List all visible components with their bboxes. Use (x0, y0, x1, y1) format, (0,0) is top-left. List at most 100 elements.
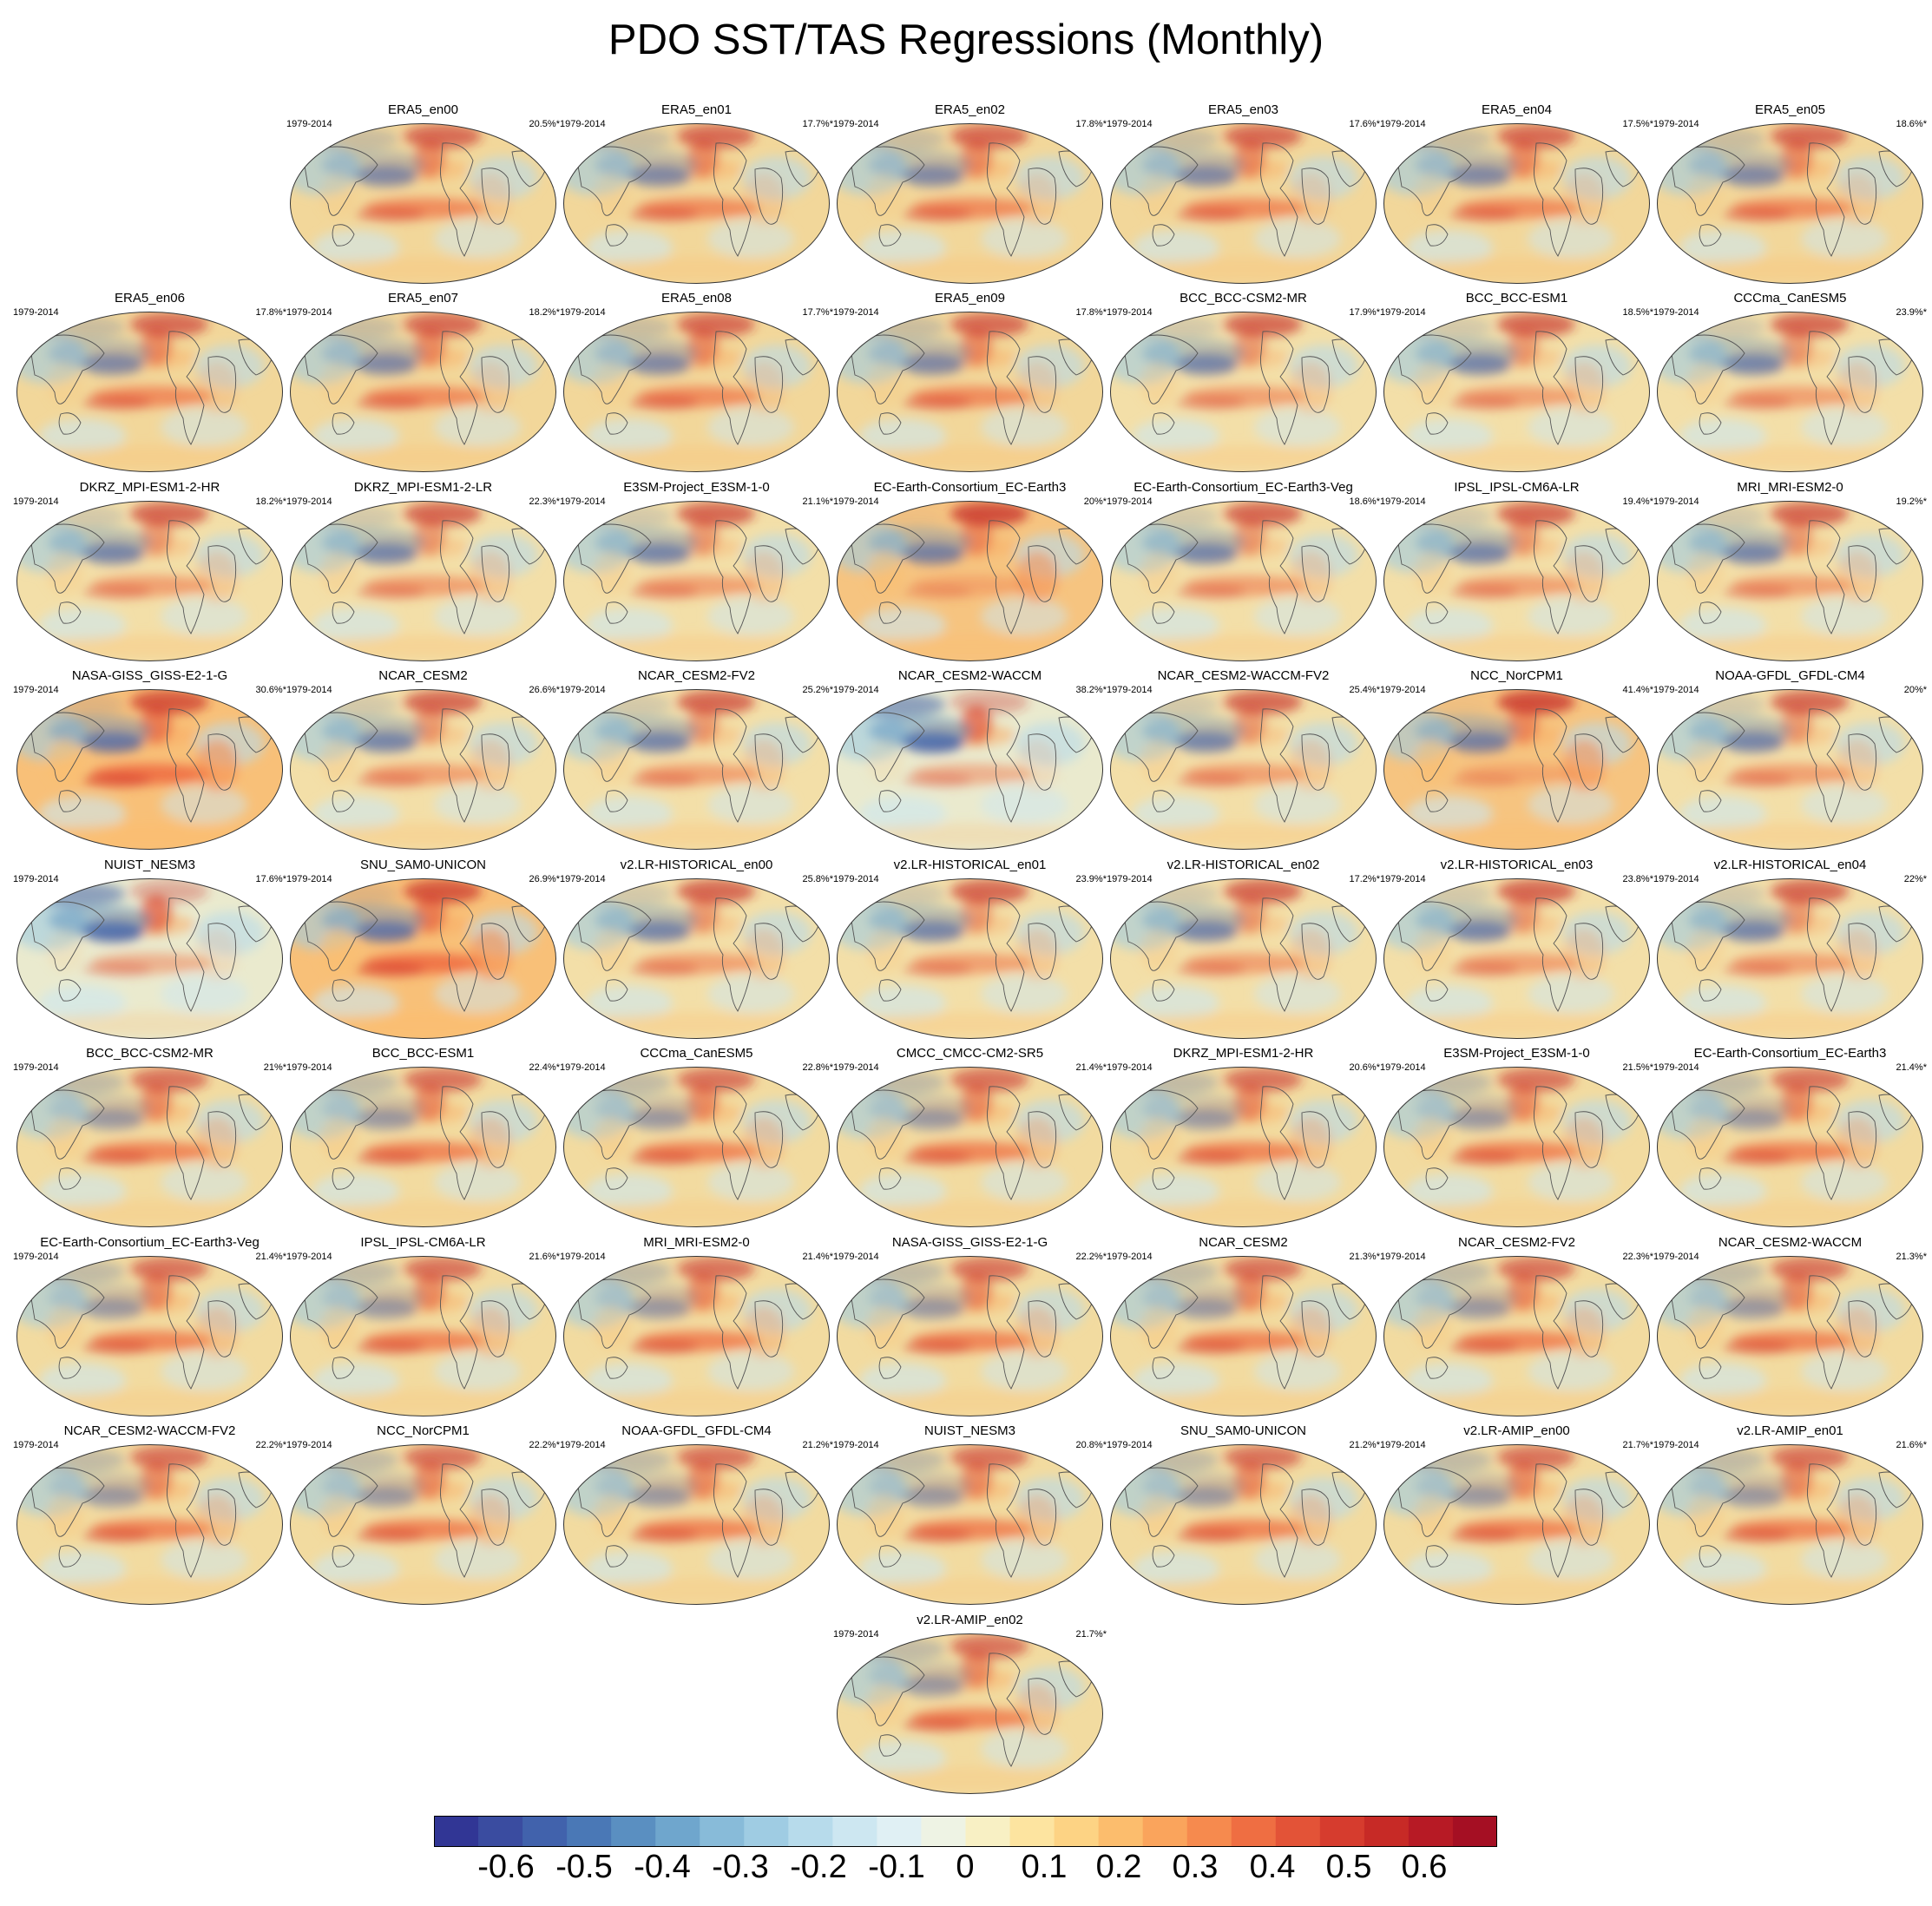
map-panel: v2.LR-HISTORICAL_en03 1979-2014 23.8%* (1380, 858, 1653, 1042)
panel-variance-percent: 21.6%* (1896, 1440, 1927, 1450)
map-panel: BCC_BCC-CSM2-MR 1979-2014 17.9%* (1107, 291, 1380, 475)
panel-period: 1979-2014 (560, 119, 606, 129)
panel-title: NCAR_CESM2-WACCM (897, 668, 1042, 683)
regression-map (563, 123, 830, 284)
panel-variance-percent: 22.3%* (529, 496, 560, 507)
regression-map (1110, 1444, 1377, 1605)
panel-period: 1979-2014 (1380, 1062, 1426, 1073)
regression-map (1383, 1444, 1650, 1605)
colorbar-tick-label: 0.4 (1249, 1849, 1296, 1885)
panel-title: E3SM-Project_E3SM-1-0 (623, 480, 770, 495)
map-panel: NCAR_CESM2-WACCM 1979-2014 38.2%* (833, 668, 1107, 852)
map-panel: ERA5_en07 1979-2014 18.2%* (286, 291, 560, 475)
panel-period: 1979-2014 (1107, 874, 1153, 884)
regression-map (1110, 123, 1377, 284)
panel-variance-percent: 22.8%* (802, 1062, 833, 1073)
map-panel: v2.LR-AMIP_en02 1979-2014 21.7%* (833, 1613, 1107, 1797)
map-panel: ERA5_en00 1979-2014 20.5%* (286, 102, 560, 286)
map-panel: NASA-GISS_GISS-E2-1-G 1979-2014 30.6%* (13, 668, 286, 852)
map-panel: CCCma_CanESM5 1979-2014 23.9%* (1653, 291, 1927, 475)
map-panel: NCC_NorCPM1 1979-2014 22.2%* (286, 1423, 560, 1607)
panel-variance-percent: 38.2%* (1075, 685, 1107, 695)
panel-period: 1979-2014 (1653, 1062, 1699, 1073)
colorbar-segment (1054, 1816, 1100, 1847)
panel-variance-percent: 17.7%* (802, 307, 833, 318)
panel-variance-percent: 18.2%* (255, 496, 286, 507)
regression-map (837, 123, 1103, 284)
panel-title: DKRZ_MPI-ESM1-2-HR (1173, 1046, 1314, 1061)
panel-period: 1979-2014 (1653, 1252, 1699, 1262)
panel-period: 1979-2014 (286, 1440, 332, 1450)
panel-variance-percent: 21.4%* (802, 1252, 833, 1262)
panel-period: 1979-2014 (13, 307, 59, 318)
regression-map (837, 878, 1103, 1039)
map-panel: NCAR_CESM2-FV2 1979-2014 22.3%* (1380, 1235, 1653, 1419)
map-panel: EC-Earth-Consortium_EC-Earth3-Veg 1979-20… (13, 1235, 286, 1419)
panel-variance-percent: 17.8%* (255, 307, 286, 318)
panel-variance-percent: 21.5%* (1622, 1062, 1653, 1073)
panel-period: 1979-2014 (560, 685, 606, 695)
panel-variance-percent: 23.8%* (1622, 874, 1653, 884)
regression-map (1383, 123, 1650, 284)
map-panel: MRI_MRI-ESM2-0 1979-2014 19.2%* (1653, 480, 1927, 664)
colorbar-segment (1408, 1816, 1454, 1847)
map-panel: NOAA-GFDL_GFDL-CM4 1979-2014 20%* (1653, 668, 1927, 852)
panel-variance-percent: 26.6%* (529, 685, 560, 695)
panel-variance-percent: 21.7%* (1622, 1440, 1653, 1450)
map-panel: v2.LR-HISTORICAL_en04 1979-2014 22%* (1653, 858, 1927, 1042)
panel-title: EC-Earth-Consortium_EC-Earth3 (1693, 1046, 1887, 1061)
panel-variance-percent: 22.2%* (255, 1440, 286, 1450)
panel-variance-percent: 20.6%* (1349, 1062, 1380, 1073)
map-panel: NASA-GISS_GISS-E2-1-G 1979-2014 22.2%* (833, 1235, 1107, 1419)
map-panel: MRI_MRI-ESM2-0 1979-2014 21.4%* (560, 1235, 833, 1419)
colorbar-segment (1098, 1816, 1144, 1847)
panel-period: 1979-2014 (1380, 1252, 1426, 1262)
map-panel: SNU_SAM0-UNICON 1979-2014 26.9%* (286, 858, 560, 1042)
panel-title: v2.LR-AMIP_en01 (1737, 1423, 1843, 1438)
regression-map (290, 501, 556, 661)
colorbar-segment (434, 1816, 479, 1847)
colorbar-segment (1009, 1816, 1055, 1847)
regression-map (290, 1444, 556, 1605)
regression-map (290, 1067, 556, 1227)
panel-title: DKRZ_MPI-ESM1-2-HR (79, 480, 220, 495)
regression-map (837, 1444, 1103, 1605)
map-panel: NUIST_NESM3 1979-2014 20.8%* (833, 1423, 1107, 1607)
regression-map (1657, 501, 1923, 661)
map-panel: EC-Earth-Consortium_EC-Earth3 1979-2014 20… (833, 480, 1107, 664)
panel-variance-percent: 19.2%* (1896, 496, 1927, 507)
colorbar-tick-label: 0.6 (1401, 1849, 1448, 1885)
panel-period: 1979-2014 (1107, 119, 1153, 129)
panel-title: MRI_MRI-ESM2-0 (643, 1235, 750, 1250)
panel-period: 1979-2014 (13, 1062, 59, 1073)
panel-title: NCAR_CESM2-FV2 (637, 668, 756, 683)
colorbar-segment (1319, 1816, 1365, 1847)
panel-variance-percent: 21.3%* (1896, 1252, 1927, 1262)
regression-map (1110, 1256, 1377, 1416)
colorbar-tick-label: -0.6 (477, 1849, 535, 1885)
panel-period: 1979-2014 (833, 1629, 879, 1640)
panel-title: BCC_BCC-CSM2-MR (1180, 291, 1307, 306)
panel-title: v2.LR-HISTORICAL_en02 (1166, 858, 1320, 872)
panel-title: v2.LR-HISTORICAL_en03 (1440, 858, 1594, 872)
map-panel: ERA5_en08 1979-2014 17.7%* (560, 291, 833, 475)
panel-title: v2.LR-AMIP_en00 (1463, 1423, 1570, 1438)
panel-title: MRI_MRI-ESM2-0 (1737, 480, 1843, 495)
regression-map (16, 689, 283, 850)
regression-map (1383, 312, 1650, 472)
panel-period: 1979-2014 (833, 874, 879, 884)
panel-period: 1979-2014 (560, 1440, 606, 1450)
colorbar-tick-label: 0 (956, 1849, 975, 1885)
panel-title: ERA5_en04 (1482, 102, 1552, 117)
colorbar-segment (700, 1816, 745, 1847)
map-panel: NCAR_CESM2-WACCM-FV2 1979-2014 22.2%* (13, 1423, 286, 1607)
panel-period: 1979-2014 (286, 874, 332, 884)
colorbar-segment (1452, 1816, 1497, 1847)
regression-map (1383, 1067, 1650, 1227)
panel-variance-percent: 25.4%* (1349, 685, 1380, 695)
panel-period: 1979-2014 (1653, 874, 1699, 884)
panel-title: ERA5_en08 (661, 291, 732, 306)
map-panel: NCAR_CESM2-WACCM 1979-2014 21.3%* (1653, 1235, 1927, 1419)
panel-variance-percent: 25.2%* (802, 685, 833, 695)
